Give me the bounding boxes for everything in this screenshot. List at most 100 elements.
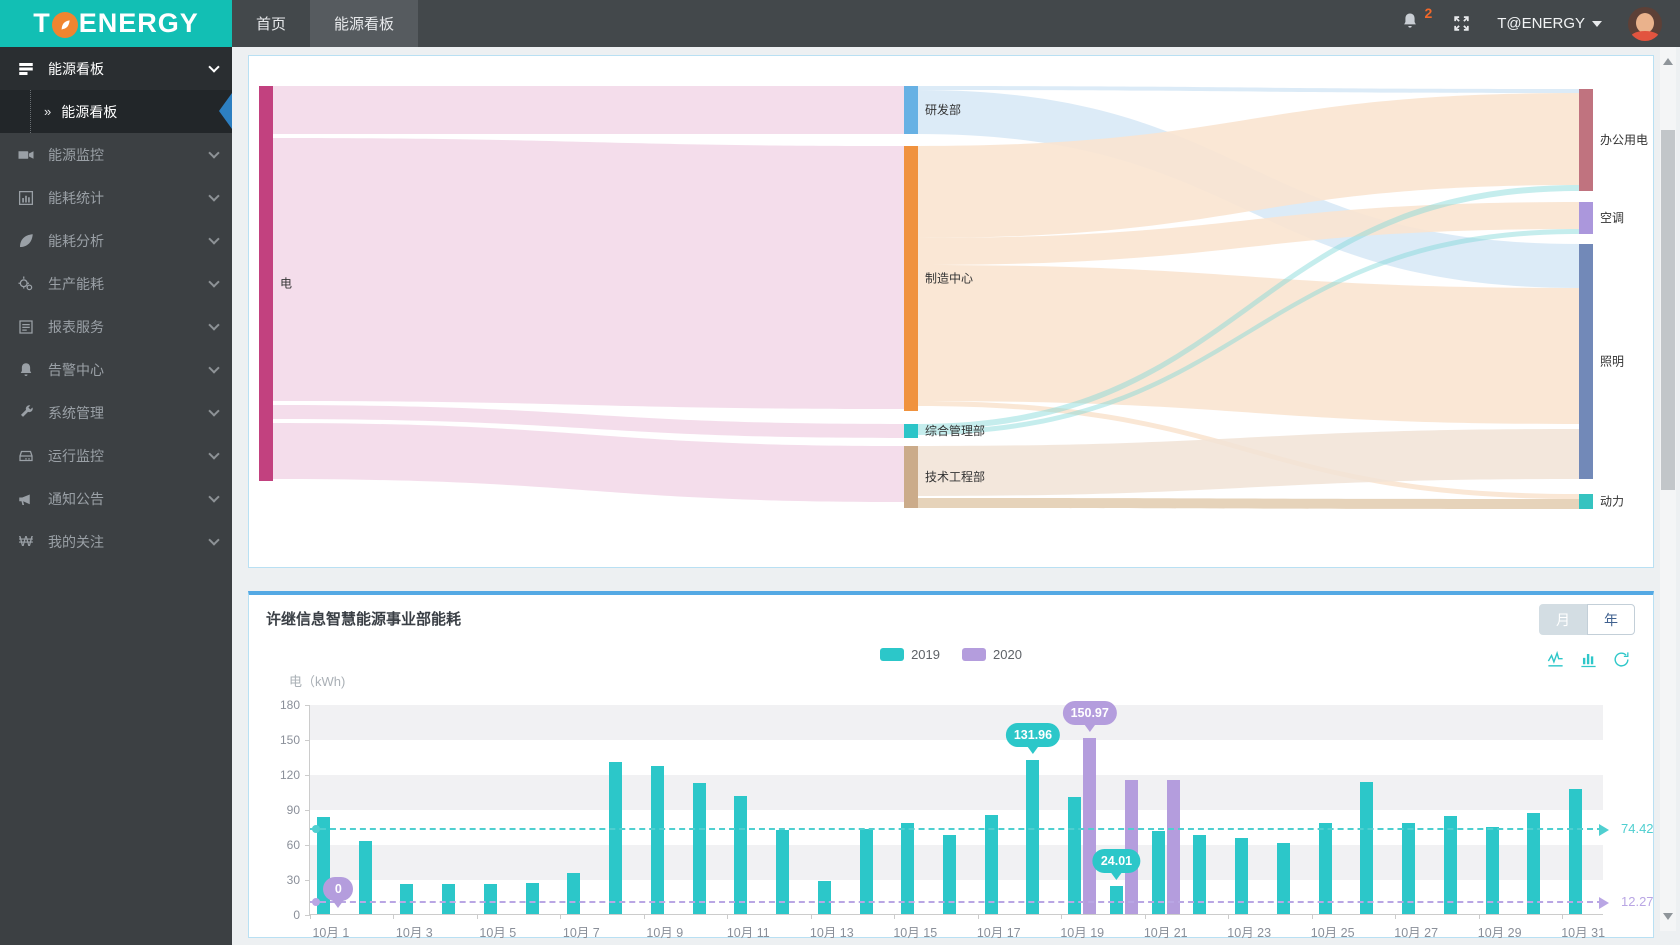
bar-2019-10月 15[interactable] bbox=[901, 823, 915, 914]
bar-2019-10月 16[interactable] bbox=[943, 834, 956, 914]
sankey-node-研发部[interactable] bbox=[904, 86, 918, 134]
sidebar-item-8[interactable]: 运行监控 bbox=[0, 434, 232, 477]
sankey-node-label: 研发部 bbox=[925, 102, 961, 117]
sidebar-item-1[interactable]: 能源监控 bbox=[0, 133, 232, 176]
bar-2020-10月 19[interactable] bbox=[1083, 737, 1097, 914]
sankey-node-label: 技术工程部 bbox=[925, 469, 985, 484]
markpoint-max-2019: 131.96 bbox=[1005, 723, 1061, 748]
sankey-node-办公用电[interactable] bbox=[1579, 89, 1593, 191]
x-axis-tick bbox=[643, 914, 645, 919]
bar-2019-10月 13[interactable] bbox=[817, 881, 831, 914]
bar-chart-icon[interactable] bbox=[1579, 650, 1598, 669]
chevron-down-icon bbox=[208, 490, 220, 503]
bar-2019-10月 5[interactable] bbox=[483, 883, 497, 914]
sidebar-item-7[interactable]: 系统管理 bbox=[0, 391, 232, 434]
sankey-link-综合管理部-办公用电[interactable] bbox=[918, 185, 1579, 430]
sidebar-item-4[interactable]: 生产能耗 bbox=[0, 262, 232, 305]
tab-energy-dashboard[interactable]: 能源看板 bbox=[310, 0, 419, 47]
notification-bell-icon[interactable]: 2 bbox=[1400, 5, 1432, 37]
sankey-link-技术工程部-照明[interactable] bbox=[918, 429, 1579, 496]
sankey-link-制造中心-办公用电[interactable] bbox=[918, 93, 1579, 238]
sankey-link-技术工程部-动力[interactable] bbox=[918, 498, 1579, 509]
bar-2019-10月 21[interactable] bbox=[1151, 831, 1165, 914]
refresh-icon[interactable] bbox=[1612, 650, 1631, 669]
sidebar-item-label: 我的关注 bbox=[48, 533, 104, 550]
chevron-down-icon bbox=[208, 318, 220, 331]
y-axis-tick bbox=[305, 915, 310, 916]
bar-2019-10月 29[interactable] bbox=[1485, 826, 1499, 914]
sankey-node-制造中心[interactable] bbox=[904, 146, 918, 411]
scroll-up-icon[interactable] bbox=[1663, 53, 1673, 65]
sankey-link-电-技术工程部[interactable] bbox=[273, 423, 904, 502]
sankey-node-照明[interactable] bbox=[1579, 244, 1593, 479]
top-header: T ENERGY 首页 能源看板 2 T@ENERGY bbox=[0, 0, 1680, 47]
sidebar-item-10[interactable]: ₩ 我的关注 bbox=[0, 520, 232, 563]
sidebar-item-6[interactable]: 告警中心 bbox=[0, 348, 232, 391]
period-button-month[interactable]: 月 bbox=[1539, 604, 1587, 635]
bar-2019-10月 9[interactable] bbox=[650, 765, 664, 914]
bar-2019-10月 12[interactable] bbox=[776, 830, 790, 914]
sidebar-item-2[interactable]: 能耗统计 bbox=[0, 176, 232, 219]
sidebar-item-5[interactable]: 报表服务 bbox=[0, 305, 232, 348]
sankey-link-综合管理部-空调[interactable] bbox=[918, 229, 1579, 435]
bar-2019-10月 4[interactable] bbox=[442, 883, 456, 914]
bar-2019-10月 28[interactable] bbox=[1443, 816, 1457, 914]
bar-2019-10月 3[interactable] bbox=[400, 883, 414, 914]
chevron-down-icon bbox=[208, 189, 220, 202]
sankey-link-制造中心-空调[interactable] bbox=[918, 202, 1579, 265]
bar-2019-10月 2[interactable] bbox=[358, 840, 372, 914]
bar-2019-10月 8[interactable] bbox=[609, 762, 623, 914]
sankey-node-动力[interactable] bbox=[1579, 494, 1593, 509]
bar-2019-10月 30[interactable] bbox=[1527, 812, 1541, 914]
bell-icon bbox=[16, 360, 36, 380]
sankey-link-电-制造中心[interactable] bbox=[273, 138, 904, 409]
scroll-down-icon[interactable] bbox=[1663, 913, 1673, 925]
sidebar-item-3[interactable]: 能耗分析 bbox=[0, 219, 232, 262]
bar-2020-10月 20[interactable] bbox=[1124, 780, 1138, 914]
tab-home[interactable]: 首页 bbox=[256, 16, 287, 33]
bar-2020-10月 21[interactable] bbox=[1166, 780, 1180, 914]
sankey-node-电[interactable] bbox=[259, 86, 273, 481]
bar-2019-10月 31[interactable] bbox=[1569, 789, 1583, 914]
y-axis-tick bbox=[305, 810, 310, 811]
bar-chart-plot: 0 30 60 90 120 150 180 10月 1 10月 3 10月 5 10月 7 10月 … bbox=[280, 698, 1654, 940]
bar-2019-10月 24[interactable] bbox=[1276, 842, 1290, 914]
bar-2019-10月 18[interactable] bbox=[1026, 760, 1040, 914]
vertical-scrollbar[interactable] bbox=[1660, 47, 1676, 931]
bar-2019-10月 20[interactable] bbox=[1109, 886, 1123, 914]
bar-2019-10月 14[interactable] bbox=[859, 828, 873, 914]
y-axis-tick bbox=[305, 705, 310, 706]
legend-item-2020[interactable]: 2020 bbox=[962, 647, 1022, 662]
sankey-link-制造中心-照明[interactable] bbox=[918, 265, 1579, 424]
user-menu[interactable]: T@ENERGY bbox=[1497, 15, 1602, 32]
legend-item-2019[interactable]: 2019 bbox=[880, 647, 940, 662]
bar-2019-10月 26[interactable] bbox=[1360, 782, 1374, 914]
bar-2019-10月 17[interactable] bbox=[984, 814, 998, 914]
sankey-link-电-研发部[interactable] bbox=[273, 86, 904, 134]
avatar[interactable] bbox=[1628, 6, 1662, 41]
bar-2019-10月 11[interactable] bbox=[734, 796, 748, 914]
scrollbar-thumb[interactable] bbox=[1661, 130, 1675, 490]
sankey-node-技术工程部[interactable] bbox=[904, 446, 918, 508]
fullscreen-icon[interactable] bbox=[1452, 14, 1471, 33]
bar-2019-10月 7[interactable] bbox=[567, 873, 581, 914]
y-axis-tick-label: 150 bbox=[279, 733, 300, 747]
sankey-link-电-综合管理部[interactable] bbox=[273, 405, 904, 438]
bar-2019-10月 19[interactable] bbox=[1068, 797, 1082, 914]
bar-2019-10月 10[interactable] bbox=[692, 783, 706, 914]
sidebar-item-9[interactable]: 通知公告 bbox=[0, 477, 232, 520]
bar-2019-10月 27[interactable] bbox=[1402, 823, 1416, 914]
bar-2019-10月 6[interactable] bbox=[525, 882, 539, 914]
bar-2019-10月 22[interactable] bbox=[1193, 834, 1207, 914]
sidebar-subitem-能源看板[interactable]: » 能源看板 bbox=[0, 90, 232, 133]
sidebar-item-0[interactable]: 能源看板 bbox=[0, 47, 232, 90]
sankey-link-研发部-办公用电[interactable] bbox=[918, 86, 1579, 93]
sankey-node-空调[interactable] bbox=[1579, 202, 1593, 234]
bar-2019-10月 25[interactable] bbox=[1318, 823, 1332, 914]
x-axis-label: 10月 23 bbox=[1227, 926, 1272, 940]
line-chart-icon[interactable] bbox=[1546, 650, 1565, 669]
period-button-year[interactable]: 年 bbox=[1587, 604, 1635, 635]
bar-2019-10月 23[interactable] bbox=[1235, 838, 1249, 914]
main-content: 电 研发部 制造中心 综合管理部 技术工程部 办公用电 空调 照明 动力 许继信息智慧能源事业部… bbox=[232, 47, 1680, 945]
sankey-node-综合管理部[interactable] bbox=[904, 424, 918, 438]
